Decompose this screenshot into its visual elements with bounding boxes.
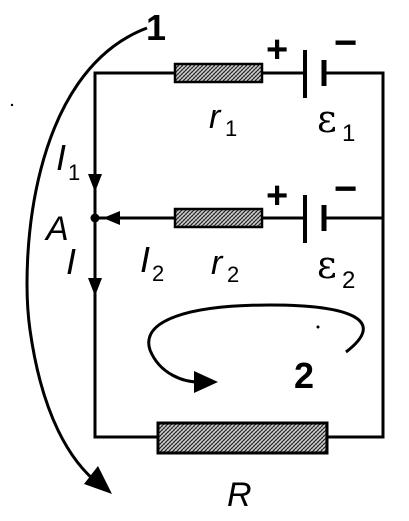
resistor-r1-letter: r (209, 98, 222, 136)
current-1-letter: I (56, 137, 66, 178)
loop-1-arrowhead (84, 466, 112, 494)
loop-2-label: 2 (294, 355, 314, 396)
emf-1-letter: ε (317, 97, 337, 141)
loop-1-label: 1 (146, 7, 166, 48)
current-total-label: I (66, 241, 76, 282)
resistor-r2-label: r 2 (211, 244, 239, 287)
resistor-r2-letter: r (211, 244, 224, 282)
arrow-current-2 (103, 211, 120, 225)
current-2-label: I 2 (140, 239, 164, 286)
emf-2-label: ε 2 (317, 243, 355, 294)
battery-emf1 (303, 50, 327, 98)
plus-sign-battery-1: + (266, 29, 288, 71)
loop-2-curve (147, 303, 365, 384)
resistor-r1 (173, 62, 264, 84)
plus-sign-battery-2: + (266, 175, 288, 217)
emf-1-subscript: 1 (342, 120, 355, 147)
resistor-r2 (173, 207, 264, 229)
battery-emf2 (303, 195, 327, 243)
loop-1-curve (25, 26, 148, 487)
arrow-current-total (88, 278, 102, 296)
current-2-subscript: 2 (152, 261, 164, 286)
resistor-R (156, 421, 329, 455)
current-1-subscript: 1 (68, 160, 80, 185)
current-2-letter: I (140, 239, 150, 280)
current-1-label: I 1 (56, 137, 80, 185)
resistor-r2-subscript: 2 (227, 262, 239, 287)
speck (316, 325, 320, 329)
arrow-current-1 (88, 174, 102, 192)
resistor-r1-label: r 1 (209, 98, 237, 141)
junction-a-dot (90, 213, 100, 223)
emf-1-label: ε 1 (317, 97, 355, 147)
loop-2-arrowhead (194, 371, 218, 393)
resistor-r1-subscript: 1 (225, 116, 237, 141)
minus-sign-battery-1: − (334, 21, 357, 65)
minus-sign-battery-2: − (334, 167, 357, 211)
emf-2-letter: ε (317, 243, 337, 287)
resistor-R-label: R (227, 476, 252, 514)
wires (93, 71, 385, 439)
junction-a-label: A (44, 210, 69, 248)
speck (10, 103, 14, 107)
emf-2-subscript: 2 (342, 267, 355, 294)
